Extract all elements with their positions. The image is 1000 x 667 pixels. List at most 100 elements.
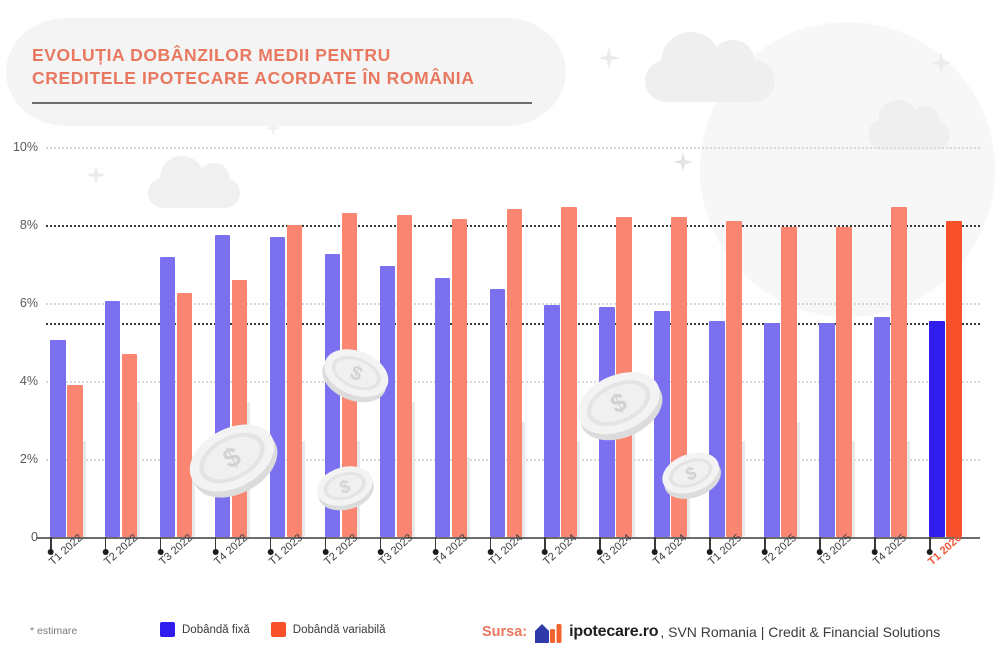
axis-tick-dot xyxy=(432,549,439,555)
bar-fixed-rate[interactable] xyxy=(599,306,615,537)
axis-tick-dot xyxy=(926,549,933,555)
bar-variable-rate[interactable] xyxy=(67,384,83,537)
bar-group xyxy=(760,147,815,537)
bar-fixed-rate[interactable] xyxy=(654,310,670,537)
bar-group xyxy=(595,147,650,537)
axis-tick xyxy=(874,537,876,551)
bar-fixed-rate[interactable] xyxy=(709,320,725,537)
page-title: EVOLUȚIA DOBÂNZILOR MEDII PENTRU CREDITE… xyxy=(32,44,532,91)
bar-variable-rate[interactable] xyxy=(176,293,193,537)
source-brand[interactable]: ipotecare.ro xyxy=(569,623,659,640)
bar-group xyxy=(321,147,376,537)
bar-variable-rate[interactable] xyxy=(781,226,797,537)
legend-label-fixed: Dobândă fixă xyxy=(182,623,250,636)
axis-tick-dot xyxy=(377,549,384,555)
bar-group xyxy=(431,147,486,537)
title-line-2: CREDITELE IPOTECARE ACORDATE ÎN ROMÂNIA xyxy=(32,68,475,89)
axis-tick xyxy=(654,537,656,551)
bar-variable-rate[interactable] xyxy=(671,217,687,537)
legend-item-fixed: Dobândă fixă xyxy=(160,622,250,637)
gridline xyxy=(46,147,980,149)
bar-group xyxy=(266,147,321,537)
bar-variable-rate[interactable] xyxy=(341,213,358,537)
axis-tick xyxy=(929,537,931,551)
axis-tick-dot xyxy=(871,549,878,555)
y-axis-label: 4% xyxy=(19,374,38,388)
axis-tick xyxy=(50,537,52,551)
source-attribution: Sursa: ipotecare.ro , SVN Romania | Cred… xyxy=(482,620,940,644)
axis-tick xyxy=(104,537,107,551)
bar-fixed-rate[interactable] xyxy=(159,256,176,537)
bar-fixed-rate[interactable] xyxy=(104,301,121,537)
bar-fixed-rate[interactable] xyxy=(544,304,560,537)
legend-swatch-fixed xyxy=(160,622,175,637)
axis-tick xyxy=(434,537,437,551)
bar-group xyxy=(815,147,870,537)
axis-tick-dot xyxy=(212,549,219,555)
bar-fixed-rate[interactable] xyxy=(324,254,341,537)
axis-tick xyxy=(324,537,327,551)
bar-group xyxy=(486,147,541,537)
bar-fixed-rate[interactable] xyxy=(819,322,835,537)
axis-tick-dot xyxy=(157,549,164,555)
bar-group xyxy=(156,147,211,537)
bar-variable-rate[interactable] xyxy=(506,209,523,537)
y-axis-label: 2% xyxy=(19,452,38,466)
bar-variable-rate[interactable] xyxy=(891,207,907,537)
legend-item-variable: Dobândă variabilă xyxy=(270,622,386,637)
bar-group xyxy=(925,147,980,537)
bar-variable-rate[interactable] xyxy=(121,353,138,537)
bar-fixed-rate[interactable] xyxy=(434,277,451,537)
y-axis-label: 0 xyxy=(31,530,38,544)
bar-variable-rate[interactable] xyxy=(616,217,632,537)
bar-variable-rate[interactable] xyxy=(451,219,468,537)
bar-fixed-rate[interactable] xyxy=(489,289,506,537)
bar-series-container xyxy=(46,147,980,537)
axis-tick-dot xyxy=(652,549,659,555)
bar-fixed-rate[interactable] xyxy=(379,265,396,537)
axis-tick-dot xyxy=(267,549,274,555)
bar-group xyxy=(650,147,705,537)
bar-group xyxy=(870,147,925,537)
axis-tick xyxy=(159,537,162,551)
bar-group xyxy=(46,147,101,537)
bar-variable-rate[interactable] xyxy=(231,279,248,537)
bar-group xyxy=(540,147,595,537)
axis-tick-dot xyxy=(816,549,823,555)
bar-fixed-rate[interactable] xyxy=(874,316,890,537)
house-bars-logo-icon xyxy=(535,624,562,643)
bar-fixed-rate[interactable] xyxy=(764,322,780,537)
bar-variable-rate[interactable] xyxy=(561,207,577,537)
bar-variable-rate[interactable] xyxy=(836,226,852,537)
axis-tick xyxy=(819,537,821,551)
axis-tick xyxy=(379,537,382,551)
x-axis-line xyxy=(36,537,980,539)
bar-fixed-rate[interactable] xyxy=(929,320,945,537)
title-divider xyxy=(32,102,532,104)
legend-label-variable: Dobândă variabilă xyxy=(292,623,386,636)
bar-variable-rate[interactable] xyxy=(726,221,742,537)
chart-legend: Dobândă fixă Dobândă variabilă xyxy=(160,622,385,637)
legend-swatch-variable xyxy=(270,622,286,637)
axis-tick xyxy=(764,537,766,551)
axis-tick-dot xyxy=(542,549,549,555)
y-axis-label: 10% xyxy=(12,140,38,154)
axis-tick xyxy=(544,537,546,551)
axis-tick-dot xyxy=(102,549,109,555)
bar-fixed-rate[interactable] xyxy=(269,236,286,537)
source-lead-label: Sursa: xyxy=(482,624,528,640)
bar-fixed-rate[interactable] xyxy=(214,234,231,537)
bar-variable-rate[interactable] xyxy=(396,215,413,537)
bar-variable-rate[interactable] xyxy=(286,225,303,537)
axis-tick xyxy=(489,537,492,551)
y-axis-label: 8% xyxy=(19,218,38,232)
bar-fixed-rate[interactable] xyxy=(50,340,66,537)
bar-group xyxy=(211,147,266,537)
bar-variable-rate[interactable] xyxy=(946,221,962,537)
bar-group xyxy=(705,147,760,537)
axis-tick xyxy=(599,537,601,551)
axis-tick-dot xyxy=(487,549,494,555)
axis-tick-dot xyxy=(597,549,604,555)
y-axis-label: 6% xyxy=(19,296,38,310)
